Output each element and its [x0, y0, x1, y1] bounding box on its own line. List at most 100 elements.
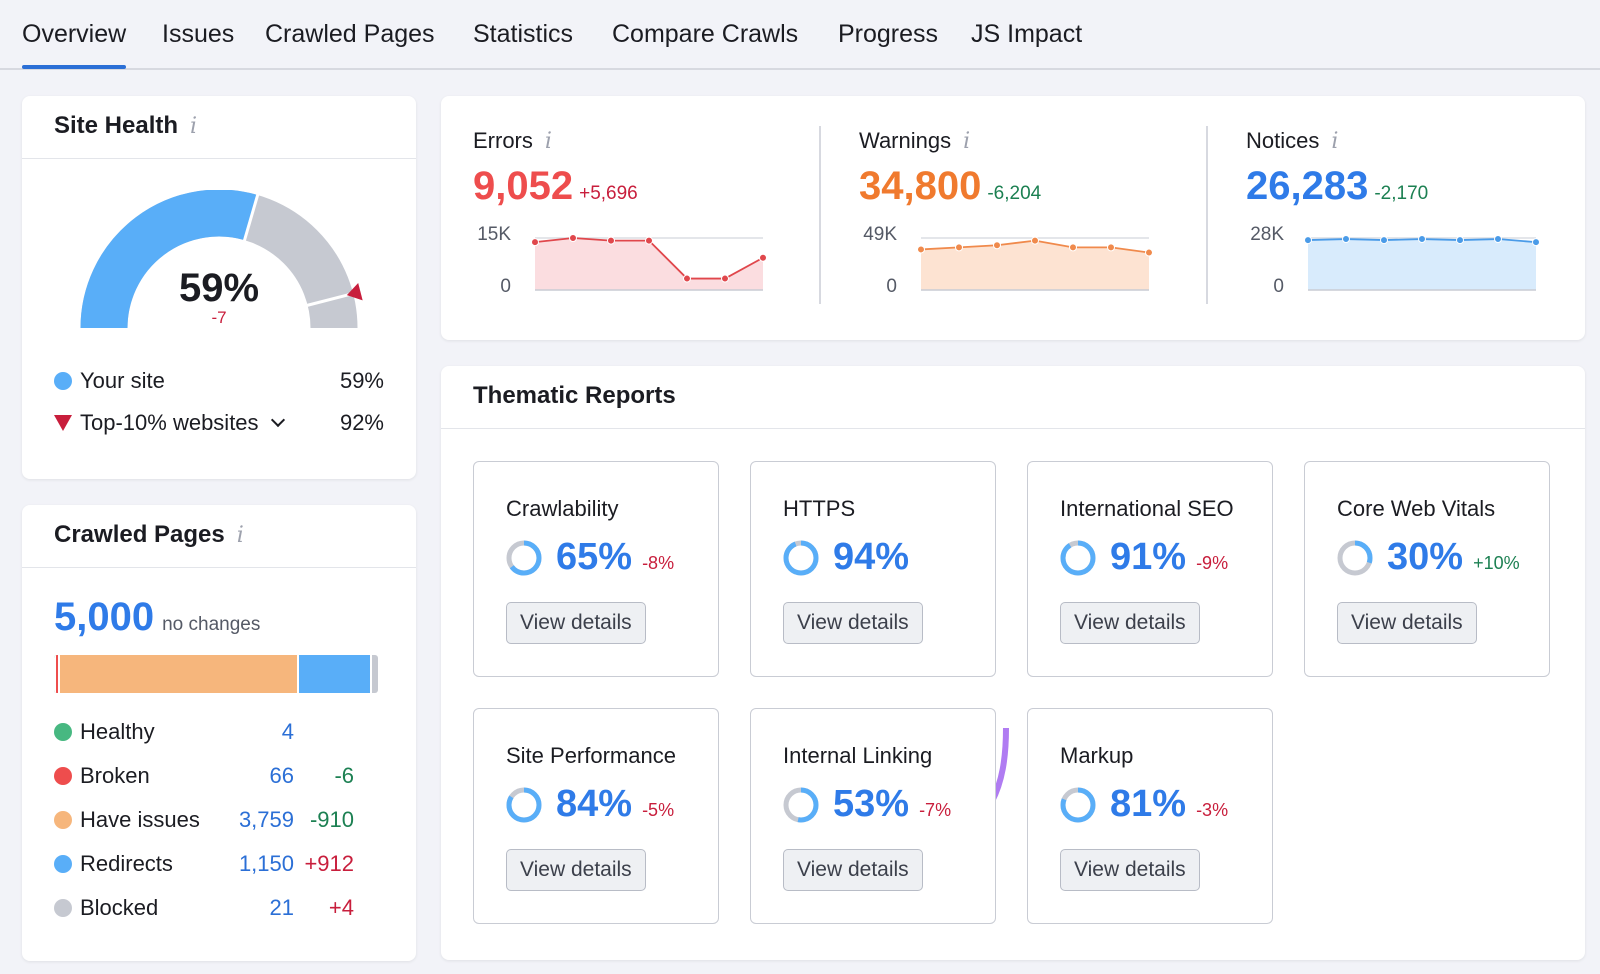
- bar-segment[interactable]: [298, 655, 372, 693]
- info-icon[interactable]: i: [236, 523, 244, 548]
- view-details-button[interactable]: View details: [783, 602, 923, 644]
- sparkline-point[interactable]: [1380, 236, 1388, 245]
- crawled-pages-row[interactable]: Blocked 21 +4: [54, 895, 354, 921]
- sparkline-point[interactable]: [1145, 248, 1153, 257]
- metric-label: Errors: [473, 128, 533, 153]
- issues-summary-card: Errors i 9,052 +5,696 15K 0 Warnings i 34,800 -6,…: [441, 96, 1585, 340]
- tab-js-impact[interactable]: JS Impact: [971, 20, 1083, 48]
- chevron-down-icon[interactable]: [270, 412, 285, 428]
- thematic-reports-title: Thematic Reports: [473, 382, 676, 409]
- site-health-card: Site Health i 59% -7 Your site 59% Top-10…: [22, 96, 416, 479]
- report-delta: -8%: [642, 553, 675, 573]
- bar-segment[interactable]: [371, 655, 378, 693]
- tab-issues[interactable]: Issues: [162, 20, 235, 48]
- your-site-dot-icon: [54, 372, 72, 390]
- metric-value[interactable]: 26,283: [1246, 164, 1369, 208]
- tab-crawled-pages[interactable]: Crawled Pages: [265, 20, 435, 48]
- tab-progress[interactable]: Progress: [838, 20, 939, 48]
- sparkline-point[interactable]: [993, 241, 1001, 250]
- view-details-button[interactable]: View details: [506, 849, 646, 891]
- report-score[interactable]: 91%: [1110, 536, 1187, 578]
- crawled-pages-row[interactable]: Redirects 1,150 +912: [54, 851, 354, 877]
- metric-label: Notices: [1246, 128, 1320, 153]
- sparkline-point[interactable]: [759, 253, 767, 262]
- report-score[interactable]: 94%: [833, 536, 910, 578]
- sparkline-point[interactable]: [721, 274, 729, 283]
- sparkline-point[interactable]: [607, 236, 615, 245]
- report-title: International SEO: [1060, 496, 1234, 521]
- report-delta: -7%: [919, 800, 952, 820]
- sparkline-point[interactable]: [569, 234, 577, 242]
- gauge-separator: [242, 194, 260, 242]
- view-details-button[interactable]: View details: [1337, 602, 1477, 644]
- sparkline-point[interactable]: [1107, 243, 1115, 252]
- sparkline-chart: [1304, 235, 1540, 291]
- bar-segment[interactable]: [60, 655, 299, 693]
- bar-segment[interactable]: [54, 655, 56, 693]
- report-card-site-performance: Site Performance 84% -5% View details: [473, 708, 719, 924]
- sparkline-point[interactable]: [683, 274, 691, 283]
- view-details-button[interactable]: View details: [506, 602, 646, 644]
- info-icon[interactable]: i: [1331, 129, 1339, 154]
- info-icon[interactable]: i: [963, 129, 971, 154]
- legend-your-site: Your site 59%: [54, 368, 384, 394]
- divider: [22, 567, 416, 568]
- sparkline-point[interactable]: [1304, 236, 1312, 245]
- report-score[interactable]: 84%: [556, 783, 633, 825]
- view-details-button[interactable]: View details: [783, 849, 923, 891]
- report-card-markup: Markup 81% -3% View details: [1027, 708, 1273, 924]
- info-icon[interactable]: i: [544, 129, 552, 154]
- crawled-pages-row[interactable]: Healthy 4: [54, 719, 354, 745]
- row-value[interactable]: 1,150: [238, 851, 294, 876]
- row-value[interactable]: 4: [281, 719, 294, 744]
- info-icon[interactable]: i: [190, 114, 198, 139]
- metric-warnings: Warnings i 34,800 -6,204 49K 0: [827, 96, 1197, 336]
- y-axis-bottom-label: 0: [500, 276, 511, 297]
- view-details-button[interactable]: View details: [1060, 602, 1200, 644]
- row-delta: +4: [328, 895, 354, 920]
- row-label: Blocked: [80, 895, 159, 920]
- sparkline-point[interactable]: [1456, 236, 1464, 245]
- sparkline-point[interactable]: [531, 238, 539, 247]
- row-label: Broken: [80, 763, 150, 788]
- row-value[interactable]: 3,759: [238, 807, 294, 832]
- metric-value[interactable]: 34,800: [859, 164, 982, 208]
- crawled-pages-row[interactable]: Have issues 3,759 -910: [54, 807, 354, 833]
- report-score[interactable]: 30%: [1387, 536, 1464, 578]
- progress-ring-icon: [1060, 787, 1096, 823]
- triangle-down-icon: [54, 415, 72, 431]
- metric-delta: -2,170: [1374, 183, 1429, 204]
- total-value[interactable]: 5,000: [54, 595, 155, 639]
- crawled-pages-row[interactable]: Broken 66 -6: [54, 763, 354, 789]
- metric-value[interactable]: 9,052: [473, 164, 574, 208]
- sparkline-point[interactable]: [1342, 235, 1350, 244]
- report-card-https: HTTPS 94% View details: [750, 461, 996, 677]
- report-delta: -5%: [642, 800, 675, 820]
- row-value[interactable]: 21: [269, 895, 294, 920]
- crawled-pages-bar: [54, 655, 378, 693]
- report-title: Markup: [1060, 743, 1134, 768]
- sparkline-point[interactable]: [1532, 238, 1540, 247]
- sparkline-point[interactable]: [955, 243, 963, 252]
- sparkline-point[interactable]: [645, 236, 653, 245]
- report-score[interactable]: 65%: [556, 536, 633, 578]
- site-health-score: 59%: [178, 266, 260, 310]
- sparkline-point[interactable]: [1494, 235, 1502, 244]
- sparkline-point[interactable]: [1418, 235, 1426, 244]
- view-details-button[interactable]: View details: [1060, 849, 1200, 891]
- tab-statistics[interactable]: Statistics: [473, 20, 574, 48]
- report-score[interactable]: 53%: [833, 783, 910, 825]
- tab-overview[interactable]: Overview: [22, 20, 127, 69]
- crawled-pages-total[interactable]: 5,000 no changes: [54, 595, 260, 640]
- report-score[interactable]: 81%: [1110, 783, 1187, 825]
- sparkline-point[interactable]: [1069, 243, 1077, 252]
- sparkline-point[interactable]: [917, 245, 925, 254]
- legend-label[interactable]: Top-10% websites: [80, 410, 259, 435]
- bar-segment[interactable]: [56, 655, 61, 693]
- legend-label: Your site: [80, 368, 165, 393]
- report-delta: -3%: [1196, 800, 1229, 820]
- legend-top10: Top-10% websites 92%: [54, 410, 384, 436]
- row-value[interactable]: 66: [269, 763, 294, 788]
- tab-compare-crawls[interactable]: Compare Crawls: [612, 20, 799, 48]
- sparkline-point[interactable]: [1031, 236, 1039, 245]
